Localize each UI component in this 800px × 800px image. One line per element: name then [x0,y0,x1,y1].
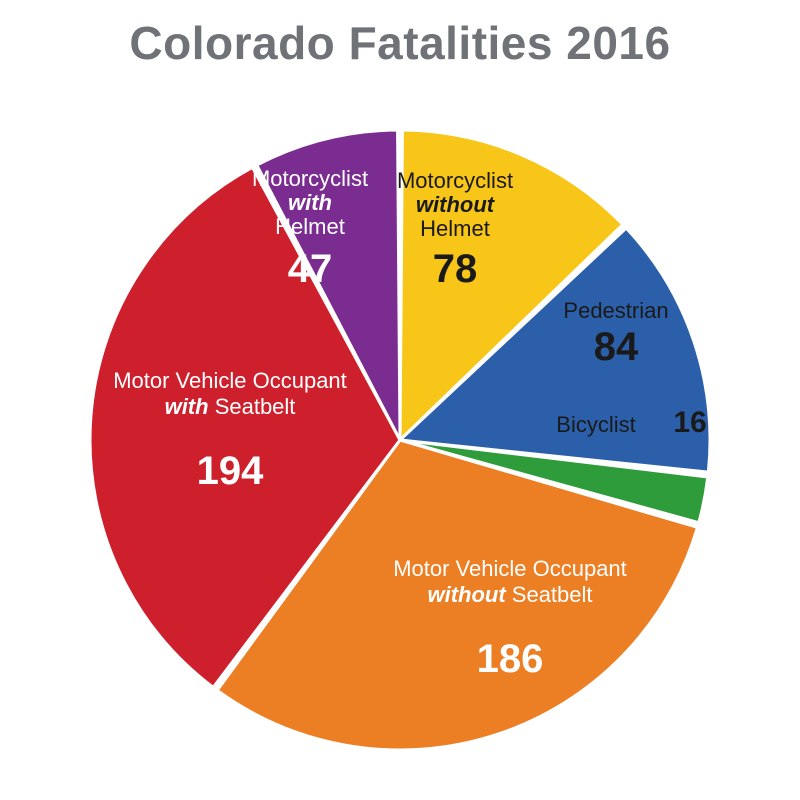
slice-value-bicyclist: 16 [673,406,706,439]
slice-value-motorcyclist-without-helmet: 78 [433,247,478,291]
slice-label-bicyclist: Bicyclist [556,412,635,437]
slice-label-mv-without-seatbelt: Motor Vehicle Occupantwithout Seatbelt [393,556,627,607]
slice-value-pedestrian: 84 [594,325,639,369]
slice-value-mv-without-seatbelt: 186 [477,637,544,681]
chart-title: Colorado Fatalities 2016 [0,0,800,70]
slice-value-mv-with-seatbelt: 194 [197,449,264,493]
pie-chart: MotorcyclistwithoutHelmet78Pedestrian84B… [0,70,800,800]
slice-value-motorcyclist-with-helmet: 47 [288,247,333,291]
slice-label-pedestrian: Pedestrian [563,298,668,323]
